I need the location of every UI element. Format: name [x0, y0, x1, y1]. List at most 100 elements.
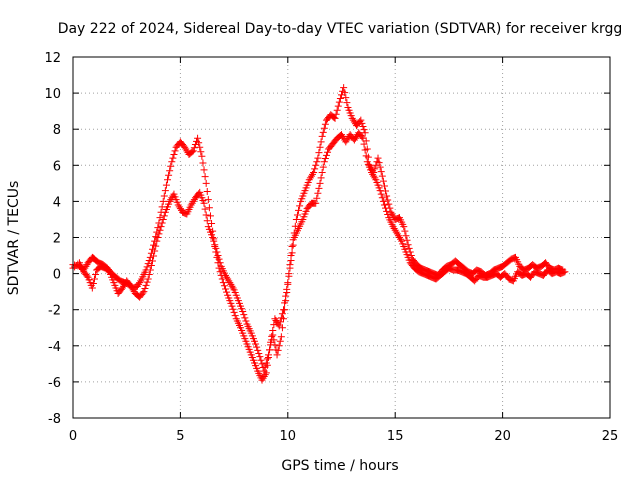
data-point: [275, 322, 283, 330]
data-point: [369, 170, 377, 178]
data-point: [165, 171, 173, 179]
data-point: [266, 346, 274, 354]
y-tick-label: -6: [48, 376, 61, 391]
data-point: [342, 94, 350, 102]
data-point: [241, 314, 249, 322]
data-point: [223, 273, 231, 281]
data-point: [358, 133, 366, 141]
data-point: [277, 333, 285, 341]
data-point: [181, 143, 189, 151]
data-point: [168, 194, 176, 202]
data-point: [263, 355, 271, 363]
data-point: [561, 268, 569, 276]
data-point: [139, 289, 147, 297]
data-point: [310, 169, 318, 177]
data-point: [219, 279, 227, 287]
data-point: [349, 116, 357, 124]
data-point: [226, 279, 234, 287]
data-point: [382, 204, 390, 212]
data-point: [199, 159, 207, 167]
y-tick-label: 12: [44, 51, 61, 66]
data-point: [384, 210, 392, 218]
data-point: [361, 146, 369, 154]
data-point: [204, 196, 212, 204]
data-point: [216, 259, 224, 267]
data-point: [88, 284, 96, 292]
data-point: [225, 277, 233, 285]
data-point: [154, 234, 162, 241]
data-point: [118, 284, 126, 292]
data-point: [274, 346, 282, 354]
data-point: [272, 317, 280, 325]
data-point: [171, 147, 179, 155]
data-point: [322, 151, 330, 159]
data-point: [137, 277, 145, 285]
data-point: [316, 179, 324, 187]
data-point: [174, 201, 182, 209]
y-tick-label: 4: [53, 195, 61, 210]
data-point: [315, 149, 323, 157]
data-point: [258, 376, 266, 384]
data-point: [312, 161, 320, 169]
data-point: [341, 89, 349, 97]
data-point: [392, 228, 400, 236]
data-point: [240, 311, 248, 319]
data-point: [312, 199, 320, 207]
data-point: [159, 197, 167, 205]
data-point: [92, 271, 100, 279]
y-tick-label: 6: [53, 159, 61, 174]
x-axis-label: GPS time / hours: [281, 458, 398, 474]
data-point: [142, 281, 150, 289]
data-point: [133, 282, 141, 290]
data-point: [278, 324, 286, 332]
data-point: [168, 158, 176, 166]
data-point: [380, 201, 388, 209]
data-point: [317, 174, 325, 182]
x-axis-ticks: 0 5 10 15 20 25: [69, 57, 618, 444]
data-point: [158, 219, 166, 227]
data-point: [161, 187, 169, 195]
data-point: [188, 199, 196, 207]
data-point: [362, 152, 370, 160]
data-point: [287, 257, 295, 265]
data-point: [166, 197, 174, 205]
data-point: [335, 98, 343, 106]
data-point: [280, 315, 288, 323]
data-point: [141, 284, 149, 292]
data-point: [220, 282, 228, 290]
data-point: [145, 271, 153, 279]
data-point: [295, 206, 303, 214]
data-point: [389, 212, 397, 220]
data-point: [292, 215, 300, 223]
data-point: [318, 132, 326, 140]
data-point: [202, 179, 210, 187]
data-point: [187, 201, 195, 209]
data-point: [196, 143, 204, 151]
data-point: [289, 241, 297, 249]
data-point: [383, 207, 391, 215]
data-point: [271, 341, 279, 349]
data-point: [383, 192, 391, 200]
y-tick-label: 0: [53, 268, 61, 283]
data-point: [213, 248, 221, 256]
data-point: [189, 147, 197, 155]
data-point: [146, 266, 154, 274]
data-point: [370, 172, 378, 180]
data-point: [331, 114, 339, 122]
data-point: [198, 152, 206, 160]
data-point: [229, 305, 237, 313]
data-point: [201, 205, 209, 213]
data-point: [203, 217, 211, 225]
data-point: [188, 148, 196, 156]
data-point: [135, 280, 143, 288]
x-tick-label: 25: [602, 429, 619, 444]
data-point: [402, 232, 410, 240]
data-point: [389, 223, 397, 231]
data-point: [343, 136, 351, 144]
data-point: [82, 262, 90, 270]
data-point: [332, 110, 340, 118]
data-point: [182, 145, 190, 153]
data-point: [144, 260, 152, 268]
data-point: [206, 212, 214, 220]
